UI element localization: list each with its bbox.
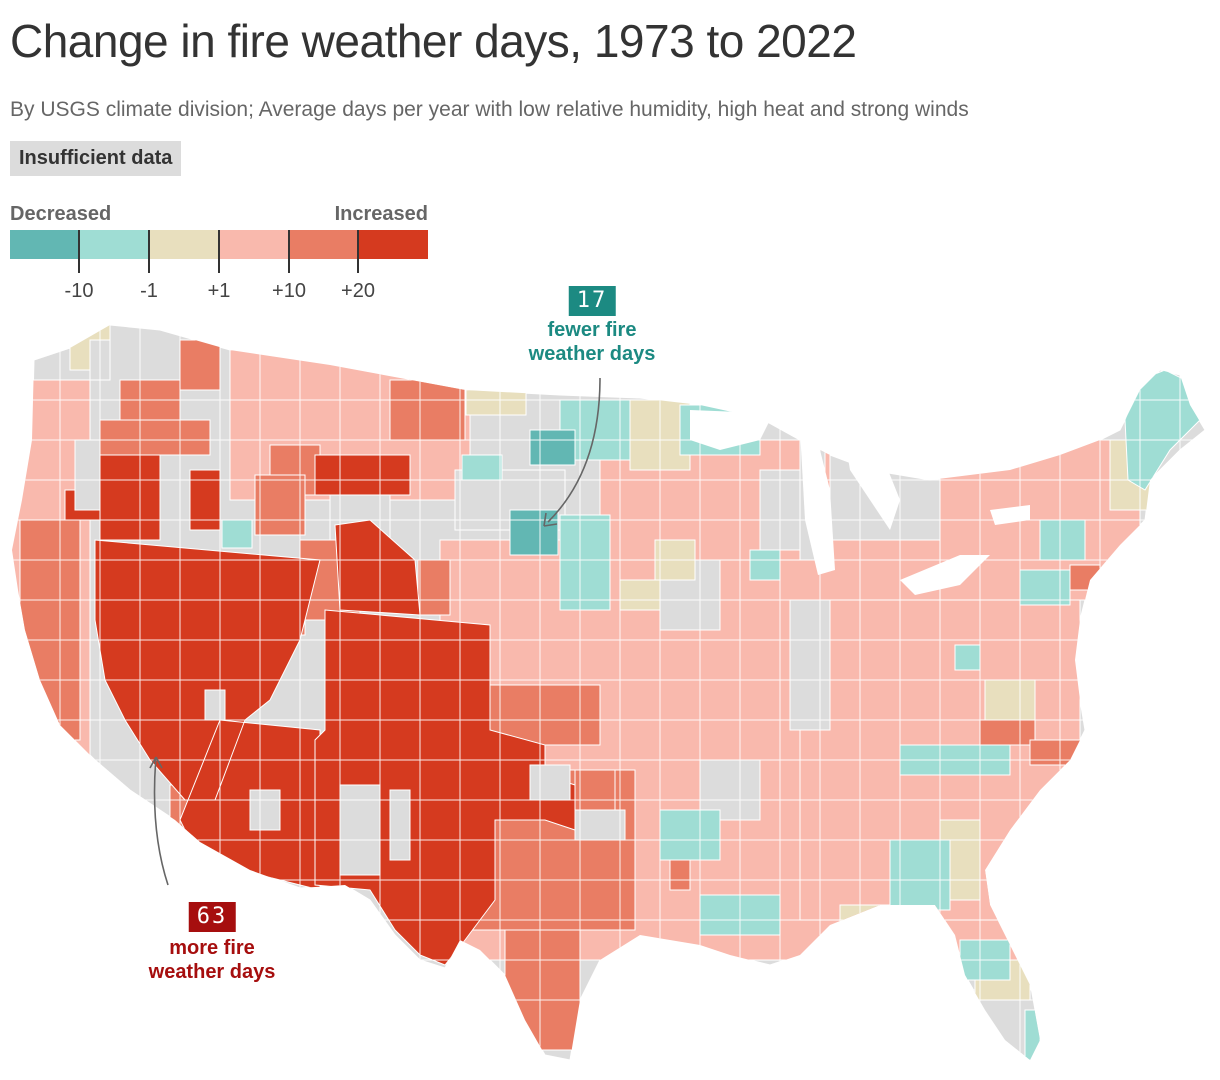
legend-swatch-increase [219,230,289,259]
increase-callout-value: 63 [188,902,236,932]
legend-tick-label: +10 [272,280,306,302]
legend-swatch-decrease [79,230,150,259]
region-nodata-west [74,439,101,511]
region-nodata-west [249,789,281,831]
decrease-callout-value: 17 [568,286,616,316]
legend-tick-label: -1 [140,280,158,302]
legend-tick [288,230,290,273]
legend-swatch-no-change [149,230,220,259]
region-large-increase [669,859,691,891]
legend-increased-label: Increased [334,203,428,225]
legend-tick-label: +20 [341,280,375,302]
region-decrease [1024,1009,1041,1060]
region-little-change [619,579,661,611]
region-large-increase [19,519,81,741]
region-large-increase [389,379,466,441]
lake-huron [845,440,900,530]
legend-swatch-strong-increase [358,230,429,259]
region-little-change [465,389,527,416]
no-data-legend-chip: Insufficient data [10,141,182,176]
region-large-increase [1029,739,1086,766]
page-title: Change in fire weather days, 1973 to 202… [10,15,857,67]
decrease-callout-line1: fewer fire [547,319,637,341]
legend-swatches [10,230,429,259]
region-strongest-increase-utah [334,519,421,616]
region-little-change [839,904,931,936]
region-large-increase [417,559,451,616]
region-decrease [559,514,611,611]
region-strong-decrease [529,429,576,466]
lake-superior [690,410,770,450]
increase-callout-line1: more fire [169,937,255,959]
lake-michigan [800,430,835,575]
legend-tick-label: -10 [64,280,94,302]
decrease-callout-line2: weather days [528,343,656,365]
region-decrease [659,809,721,861]
region-decrease-maine [1124,369,1201,491]
legend-tick [357,230,359,273]
decrease-callout-arrow [547,377,601,523]
region-large-increase [979,719,1036,746]
region-nodata-west [339,784,381,876]
lake-ontario [990,505,1030,525]
region-large-increase [1069,564,1101,591]
legend-swatch-large-increase [288,230,359,259]
region-nodata [789,599,831,731]
region-decrease [1039,519,1086,561]
region-little-change [984,679,1036,721]
region-nodata-west [529,764,571,801]
legend-tick [148,230,150,273]
region-nodata-west [389,789,411,861]
lake-erie [900,555,990,595]
decrease-arrowhead [543,512,558,527]
region-nodata-west [574,809,626,841]
region-large-increase [99,419,211,456]
region-strongest-increase [314,454,411,496]
region-large-increase [254,474,306,536]
legend-tick [218,230,220,273]
legend-decreased-label: Decreased [10,203,112,225]
legend-swatch-strong-decrease [10,230,80,259]
decrease-callout-label: fewer fire weather days [529,318,656,366]
region-decrease [1019,569,1071,606]
increase-callout-label: more fire weather days [149,936,276,984]
region-decrease [889,839,951,911]
page-subtitle: By USGS climate division; Average days p… [10,98,969,121]
region-strongest-increase [189,469,221,531]
color-legend: Decreased Increased -10 -1 +1 +10 +20 [10,203,429,302]
region-decrease [749,549,781,581]
region-decrease [954,644,981,671]
increase-callout-line2: weather days [148,961,276,983]
region-strong-decrease [509,509,559,556]
region-decrease [461,454,503,481]
region-large-increase [504,929,581,1051]
region-large-increase [574,769,616,811]
region-nodata-west [204,689,226,721]
legend-tick [78,230,80,273]
increase-callout-arrow [153,756,169,886]
region-large-increase [179,339,221,391]
legend-tick-label: +1 [207,280,231,302]
region-decrease [221,519,253,549]
increase-arrowhead [149,756,163,769]
division-grid [12,325,1205,1060]
